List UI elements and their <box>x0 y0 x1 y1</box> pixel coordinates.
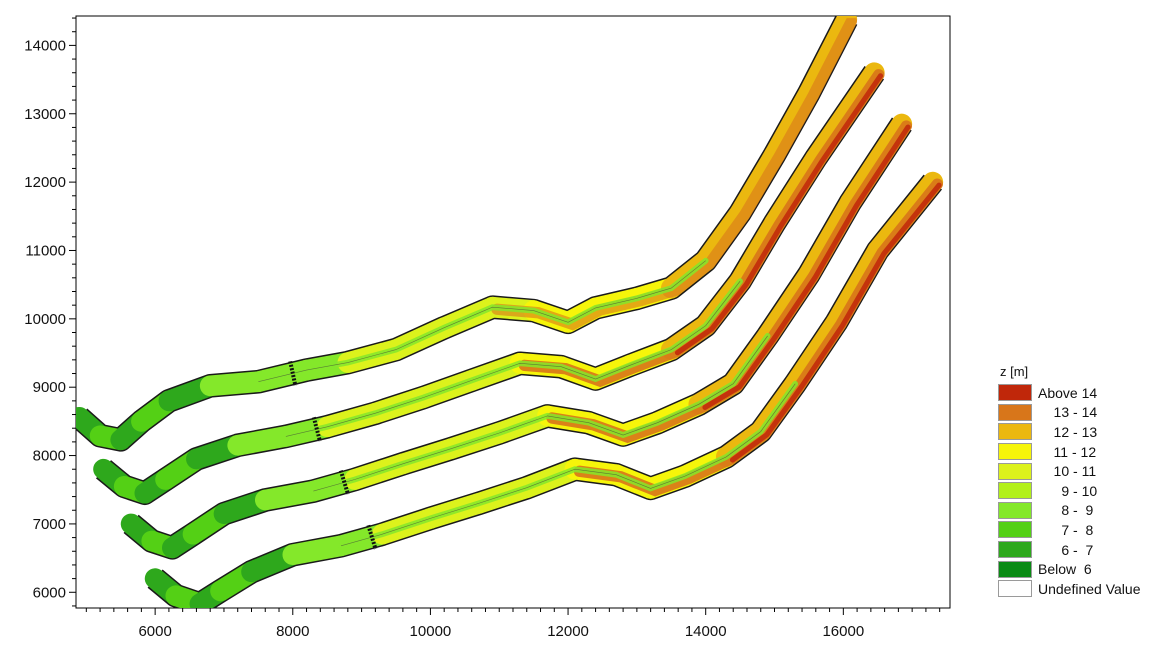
y-tick-label: 8000 <box>33 448 66 465</box>
legend-entry: 9 - 10 <box>998 481 1166 501</box>
legend-label: 6 - 7 <box>1038 541 1094 558</box>
depth-band <box>674 73 884 356</box>
legend-swatch <box>998 403 1032 421</box>
channel <box>93 62 885 506</box>
legend-entry: 7 - 8 <box>998 520 1166 540</box>
y-tick-label: 9000 <box>33 379 66 396</box>
legend-label: Undefined Value <box>1038 580 1141 597</box>
x-axis: 6000 8000 10000 12000 14000 16000 <box>85 608 941 640</box>
channel <box>120 113 913 560</box>
contour-line <box>258 260 706 382</box>
legend-label: 10 - 11 <box>1038 463 1097 480</box>
x-tick-label: 16000 <box>822 623 864 640</box>
depth-band <box>702 124 911 410</box>
y-tick-label: 7000 <box>33 516 66 533</box>
legend-entry: Above 14 <box>998 383 1166 403</box>
legend-entry: 8 - 9 <box>998 501 1166 521</box>
y-tick-label: 6000 <box>33 584 66 601</box>
cross-section-marker <box>311 416 322 442</box>
legend-entry: 6 - 7 <box>998 540 1166 560</box>
cross-section-marker <box>366 524 378 550</box>
legend-entry: Below 6 <box>998 559 1166 579</box>
legend-swatch <box>998 580 1032 598</box>
x-tick-label: 14000 <box>685 623 727 640</box>
legend-swatch <box>998 501 1032 519</box>
contour-line <box>313 335 768 492</box>
channel <box>144 171 944 608</box>
legend-swatch <box>998 384 1032 402</box>
legend-entry: 12 - 13 <box>998 422 1166 442</box>
legend-label: Above 14 <box>1038 384 1098 401</box>
channel <box>76 16 858 452</box>
legend-entry: 10 - 11 <box>998 461 1166 481</box>
x-tick-label: 10000 <box>410 623 452 640</box>
legend-label: 11 - 12 <box>1038 443 1097 460</box>
y-tick-label: 10000 <box>24 311 66 328</box>
legend-label: 9 - 10 <box>1038 482 1098 499</box>
legend-label: 13 - 14 <box>1038 404 1098 421</box>
y-tick-label: 13000 <box>24 106 66 123</box>
y-tick-label: 11000 <box>25 242 66 259</box>
legend-label: 8 - 9 <box>1038 502 1094 519</box>
legend-title: z [m] <box>1000 364 1029 379</box>
legend-entry: 11 - 12 <box>998 442 1166 462</box>
y-tick-label: 12000 <box>24 174 66 191</box>
legend: z [m] Above 14 13 - 14 12 - 13 11 - 12 1… <box>998 364 1166 599</box>
legend-swatch <box>998 423 1032 441</box>
y-axis: 6000 7000 8000 9000 10000 11000 12000 13000 1400… <box>24 17 76 607</box>
contour-line <box>340 383 796 547</box>
cross-section-marker <box>338 470 350 495</box>
legend-swatch <box>998 482 1032 500</box>
x-tick-label: 6000 <box>138 623 171 640</box>
y-tick-label: 14000 <box>24 37 66 54</box>
legend-entry: Undefined Value <box>998 579 1166 599</box>
legend-label: 7 - 8 <box>1038 521 1094 538</box>
legend-swatch <box>998 443 1032 461</box>
legend-label: Below 6 <box>1038 561 1092 578</box>
x-tick-label: 8000 <box>276 623 309 640</box>
legend-entry: 13 - 14 <box>998 403 1166 423</box>
contour-line <box>285 281 741 437</box>
cross-section-marker <box>288 360 298 386</box>
legend-label: 12 - 13 <box>1038 423 1098 440</box>
legend-swatch <box>998 541 1032 559</box>
legend-entries: Above 14 13 - 14 12 - 13 11 - 12 10 - 11… <box>998 383 1166 599</box>
legend-swatch <box>998 521 1032 539</box>
legend-swatch <box>998 462 1032 480</box>
depth-band <box>729 182 942 463</box>
channel-layer <box>76 16 944 608</box>
x-tick-label: 12000 <box>547 623 589 640</box>
legend-swatch <box>998 560 1032 578</box>
